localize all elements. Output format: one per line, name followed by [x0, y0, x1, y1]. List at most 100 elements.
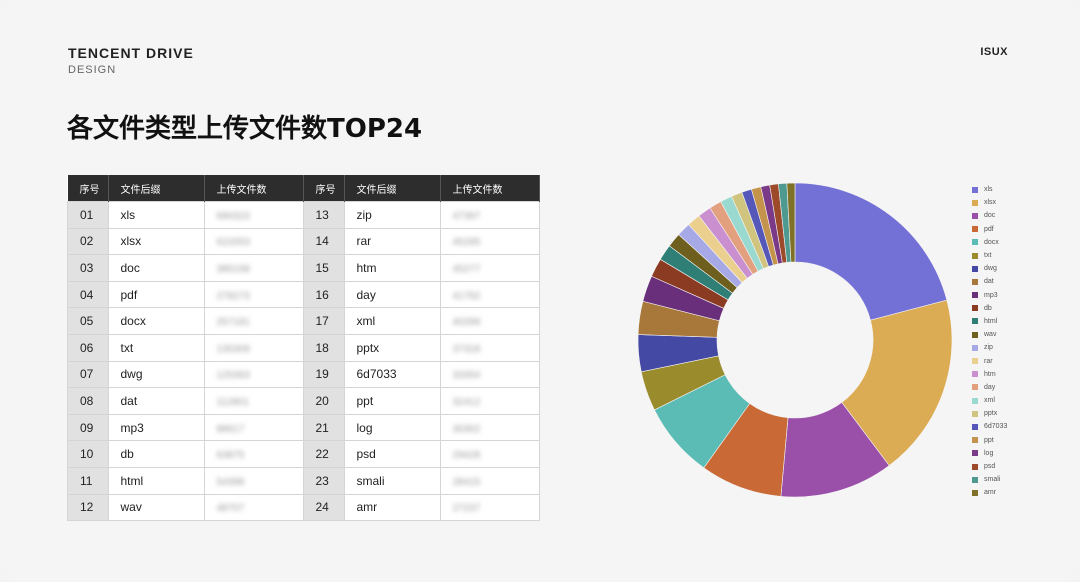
header-count: 上传文件数: [204, 175, 304, 202]
donut-chart: [637, 182, 953, 498]
legend-item: xls: [972, 183, 1007, 196]
row-extension: txt: [107, 333, 205, 362]
row-count-value: 28415: [452, 476, 481, 488]
donut-slice-xlsx: [841, 299, 953, 467]
row-index: 01: [67, 201, 109, 229]
legend-label: wav: [984, 331, 997, 339]
legend-swatch: [972, 199, 978, 206]
legend-item: log: [972, 447, 1007, 460]
row-count-value: 37318: [452, 343, 481, 355]
legend-swatch: [972, 318, 978, 325]
row-count-value: 45295: [452, 237, 481, 249]
row-count-value: 30302: [452, 423, 481, 435]
row-extension: wav: [107, 493, 205, 522]
table-header-row: 序号 文件后缀 上传文件数 序号 文件后缀 上传文件数: [67, 175, 540, 202]
row-extension: pptx: [343, 333, 441, 362]
row-extension: htm: [343, 254, 441, 282]
donut-slice-xls: [794, 182, 948, 321]
row-index: 06: [67, 333, 109, 362]
legend-item: zip: [972, 341, 1007, 354]
legend-swatch: [972, 437, 978, 444]
row-count: 45295: [439, 227, 540, 256]
table-row: 03 doc 385158 15 htm 45277: [67, 254, 540, 282]
row-extension: mp3: [107, 413, 205, 442]
row-count-value: 622053: [216, 237, 250, 249]
row-index: 12: [67, 493, 109, 522]
row-index: 15: [302, 254, 345, 282]
row-extension: 6d7033: [343, 360, 441, 389]
legend-label: psd: [984, 463, 996, 471]
row-count: 278273: [203, 280, 304, 309]
row-index: 08: [67, 387, 109, 415]
header-index: 序号: [303, 175, 345, 202]
row-count-value: 32412: [452, 396, 481, 408]
row-index: 23: [302, 466, 345, 495]
row-index: 07: [67, 360, 109, 389]
table-row: 07 dwg 125363 19 6d7033 33354: [67, 360, 540, 389]
table-row: 01 xls 690323 13 zip 47397: [67, 201, 540, 229]
table-row: 04 pdf 278273 16 day 41792: [67, 280, 540, 309]
legend-label: html: [984, 317, 998, 325]
legend-item: psd: [972, 460, 1007, 473]
row-extension: amr: [343, 493, 441, 522]
legend-item: mp3: [972, 289, 1007, 302]
legend-label: day: [984, 383, 996, 391]
row-count-value: 88617: [216, 423, 245, 435]
table-row: 09 mp3 88617 21 log 30302: [67, 413, 540, 442]
row-extension: db: [107, 440, 205, 468]
header-extension: 文件后缀: [108, 175, 205, 202]
row-count: 257181: [203, 307, 304, 335]
chart-legend: xls xlsx doc pdf docx txt dwg dat mp3 db html wav zi…: [972, 183, 1007, 500]
row-index: 16: [302, 280, 345, 309]
row-count-value: 33354: [452, 370, 481, 382]
row-count: 41792: [439, 280, 540, 309]
row-count: 45277: [439, 254, 540, 282]
row-index: 04: [67, 280, 109, 309]
row-count: 88617: [203, 413, 304, 442]
row-extension: html: [107, 466, 205, 495]
row-index: 22: [302, 440, 345, 468]
legend-swatch: [972, 344, 978, 351]
row-extension: xml: [343, 307, 441, 335]
legend-swatch: [972, 278, 978, 285]
row-index: 03: [67, 254, 109, 282]
row-index: 21: [302, 413, 345, 442]
row-count-value: 54398: [216, 476, 245, 488]
legend-label: mp3: [984, 291, 998, 299]
row-extension: dat: [107, 387, 205, 415]
legend-label: pdf: [984, 225, 994, 233]
row-extension: docx: [107, 307, 205, 335]
legend-item: htm: [972, 368, 1007, 381]
row-index: 05: [67, 307, 109, 335]
legend-swatch: [972, 292, 978, 299]
row-extension: log: [343, 413, 441, 442]
legend-swatch: [972, 252, 978, 259]
legend-item: dwg: [972, 262, 1007, 275]
legend-label: rar: [984, 357, 993, 365]
row-count-value: 112801: [216, 396, 250, 408]
row-count: 125363: [203, 360, 304, 389]
table-row: 05 docx 257181 17 xml 40299: [67, 307, 540, 335]
row-count-value: 125363: [216, 370, 250, 382]
row-extension: dwg: [107, 360, 205, 389]
corner-label: ISUX: [980, 46, 1008, 58]
row-index: 09: [67, 413, 109, 442]
row-count: 63875: [203, 440, 304, 468]
row-count: 33354: [439, 360, 540, 389]
row-count: 28415: [439, 466, 540, 495]
legend-swatch: [972, 423, 978, 430]
legend-label: pptx: [984, 410, 998, 418]
legend-label: docx: [984, 238, 999, 246]
row-index: 13: [302, 201, 345, 229]
row-index: 20: [302, 387, 345, 415]
legend-item: dat: [972, 275, 1007, 288]
legend-label: xlsx: [984, 199, 997, 207]
row-count: 30302: [439, 413, 540, 442]
row-count-value: 278273: [216, 290, 250, 302]
row-count: 385158: [203, 254, 304, 282]
legend-label: dwg: [984, 265, 997, 273]
row-extension: xlsx: [107, 227, 205, 256]
legend-item: ppt: [972, 434, 1007, 447]
row-count-value: 690323: [216, 210, 250, 222]
legend-label: dat: [984, 278, 994, 286]
